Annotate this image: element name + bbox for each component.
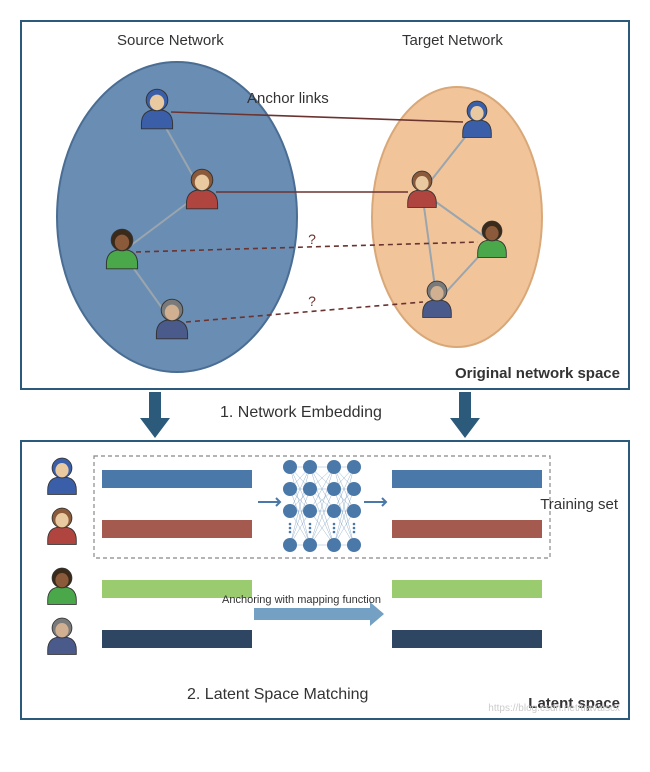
network-diagram: ?? (22, 22, 628, 388)
latent-space-diagram (22, 442, 628, 718)
step2-label: 2. Latent Space Matching (187, 686, 368, 704)
original-space-label: Original network space (455, 365, 620, 382)
anchor-links-label: Anchor links (247, 90, 329, 107)
arrow-down-left (140, 392, 170, 438)
original-network-panel: ?? Source Network Target Network Anchor … (20, 20, 630, 390)
watermark: https://blog.csdn.net/travalscx (488, 703, 620, 714)
training-set-label: Training set (540, 496, 618, 513)
svg-text:?: ? (308, 231, 316, 247)
svg-text:?: ? (308, 293, 316, 309)
mapping-fn-label: Anchoring with mapping function (222, 594, 381, 606)
arrow-down-right (450, 392, 480, 438)
source-network-label: Source Network (117, 32, 224, 49)
target-network-label: Target Network (402, 32, 503, 49)
latent-space-panel: Training set Anchoring with mapping func… (20, 440, 630, 720)
step1-label: 1. Network Embedding (220, 404, 382, 422)
